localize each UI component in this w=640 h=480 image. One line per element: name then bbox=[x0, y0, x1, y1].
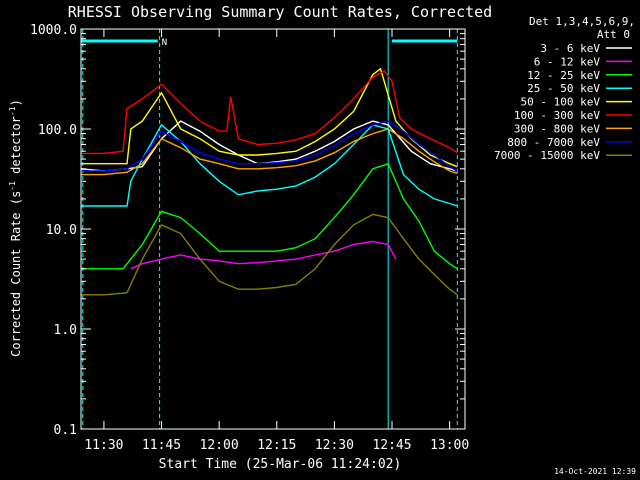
series-line-0 bbox=[80, 120, 458, 172]
plot-area: N bbox=[80, 29, 458, 429]
y-axis-label-end: ) bbox=[9, 99, 23, 106]
y-tick-label: 1000.0 bbox=[30, 23, 77, 38]
legend-label: 800 - 7000 keV bbox=[507, 136, 600, 149]
x-tick-label: 11:30 bbox=[84, 438, 123, 453]
y-axis-label-mid: detector bbox=[9, 116, 23, 181]
series-line-8 bbox=[80, 213, 458, 296]
flag-label: N bbox=[162, 38, 167, 48]
chart-title: RHESSI Observing Summary Count Rates, Co… bbox=[68, 3, 492, 21]
y-tick-label: 1.0 bbox=[54, 323, 77, 338]
y-axis: 0.1 1.0 10.0 100.0 1000.0 bbox=[30, 23, 465, 438]
y-axis-label: Corrected Count Rate (s-1 detector-1) bbox=[8, 99, 23, 357]
x-tick-label: 12:00 bbox=[200, 438, 239, 453]
y-tick-label: 0.1 bbox=[54, 423, 77, 438]
x-axis-label: Start Time (25-Mar-06 11:24:02) bbox=[159, 457, 402, 472]
x-tick-label: 12:45 bbox=[372, 438, 411, 453]
timestamp: 14-Oct-2021 12:39 bbox=[554, 467, 636, 476]
legend-label: 3 - 6 keV bbox=[540, 42, 600, 55]
legend-label: 7000 - 15000 keV bbox=[494, 149, 600, 162]
legend-label: 12 - 25 keV bbox=[527, 69, 600, 82]
series-line-6 bbox=[80, 128, 458, 176]
y-axis-label-sup1: -1 bbox=[8, 181, 17, 191]
series-line-7 bbox=[80, 120, 458, 172]
legend-title-line2: Att 0 bbox=[597, 28, 630, 41]
y-axis-label-sup2: -1 bbox=[8, 106, 17, 116]
legend-label: 100 - 300 keV bbox=[514, 109, 600, 122]
x-tick-label: 13:00 bbox=[430, 438, 469, 453]
series-line-1 bbox=[130, 240, 397, 270]
series-line-2 bbox=[80, 162, 458, 270]
x-tick-label: 11:45 bbox=[142, 438, 181, 453]
y-axis-label-main: Corrected Count Rate (s bbox=[9, 191, 23, 357]
legend-title-line1: Det 1,3,4,5,6,9, bbox=[529, 15, 635, 28]
legend-label: 50 - 100 keV bbox=[521, 96, 601, 109]
series-line-4 bbox=[80, 67, 458, 168]
x-axis: 11:30 11:45 12:00 12:15 12:30 12:45 13:00 bbox=[84, 29, 469, 453]
legend-label: 6 - 12 keV bbox=[534, 55, 601, 68]
legend-label: 300 - 800 keV bbox=[514, 122, 600, 135]
y-tick-label: 10.0 bbox=[46, 223, 77, 238]
y-tick-label: 100.0 bbox=[38, 123, 77, 138]
x-tick-label: 12:15 bbox=[257, 438, 296, 453]
x-tick-label: 12:30 bbox=[315, 438, 354, 453]
series-line-5 bbox=[80, 70, 458, 155]
legend-label: 25 - 50 keV bbox=[527, 82, 600, 95]
